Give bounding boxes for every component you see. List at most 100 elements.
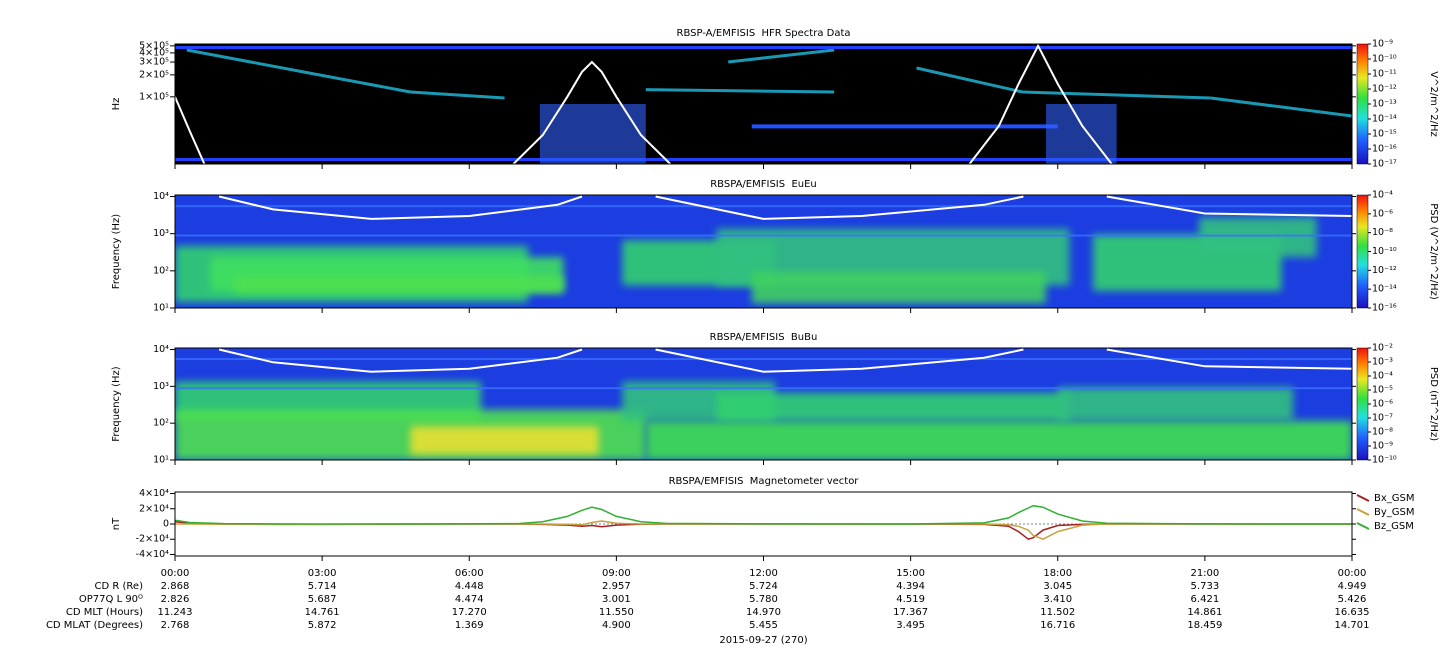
ephemeris-value: 3.495 (896, 620, 925, 631)
colorbar-label: V^2/m^2/Hz (1428, 71, 1439, 137)
colorbar-tick-label: 10⁻¹⁷ (1372, 159, 1397, 170)
legend-label: Bz_GSM (1374, 521, 1414, 532)
colorbar-tick-label: 10⁻⁹ (1372, 39, 1393, 50)
colorbar-tick-label: 10⁻⁶ (1372, 208, 1393, 219)
colorbar-tick-label: 10⁻¹⁶ (1372, 303, 1397, 314)
colorbar-tick-label: 10⁻⁶ (1372, 399, 1393, 410)
ephemeris-value: 4.474 (455, 594, 484, 605)
y-tick-label: 0 (163, 519, 169, 530)
ephemeris-value: 5.687 (308, 594, 337, 605)
ephemeris-value: 18.459 (1187, 620, 1222, 631)
ephemeris-value: 3.001 (602, 594, 631, 605)
spectrogram-band (175, 387, 1352, 390)
date-label: 2015-09-27 (270) (719, 635, 807, 646)
x-tick-label: 15:00 (896, 568, 925, 579)
panel-title: RBSPA/EMFISIS Magnetometer vector (669, 476, 860, 487)
ephemeris-value: 16.635 (1335, 607, 1370, 618)
y-axis-label: Frequency (Hz) (111, 214, 122, 290)
ephemeris-value: 11.550 (599, 607, 634, 618)
panel-title: RBSP-A/EMFISIS HFR Spectra Data (677, 28, 851, 39)
ephemeris-value: 11.502 (1040, 607, 1075, 618)
y-tick-label: 3×10⁵ (139, 57, 169, 68)
y-tick-label: 10⁴ (153, 191, 169, 202)
y-tick-label: 10³ (153, 228, 169, 239)
x-tick-label: 06:00 (455, 568, 484, 579)
ephemeris-value: 4.519 (896, 594, 925, 605)
legend-swatch (1356, 508, 1370, 516)
series-line (175, 504, 1352, 525)
ephemeris-value: 5.724 (749, 581, 778, 592)
ephemeris-label: CD MLT (Hours) (66, 607, 143, 618)
colorbar-tick-label: 10⁻¹⁰ (1372, 54, 1397, 65)
ephemeris-value: 5.780 (749, 594, 778, 605)
x-tick-label: 00:00 (161, 568, 190, 579)
y-tick-label: 10¹ (153, 303, 169, 314)
ephemeris-value: 3.410 (1043, 594, 1072, 605)
x-tick-label: 00:00 (1338, 568, 1367, 579)
spectrogram-blob (751, 271, 1046, 304)
y-tick-label: -4×10⁴ (136, 549, 170, 560)
y-tick-label: 2×10⁴ (139, 503, 169, 514)
spectrogram-trace (916, 66, 1023, 94)
colorbar-tick-label: 10⁻¹⁰ (1372, 246, 1397, 257)
ephemeris-label: CD R (Re) (95, 581, 144, 592)
ephemeris-value: 5.455 (749, 620, 778, 631)
spectrogram-trace (645, 88, 835, 94)
colorbar-label: PSD (nT^2/Hz) (1428, 367, 1439, 441)
reference-curve (175, 44, 1113, 164)
legend-swatch (1356, 494, 1370, 502)
spectrogram-band (751, 124, 1058, 129)
colorbar-tick-label: 10⁻⁸ (1372, 227, 1393, 238)
ephemeris-value: 4.448 (455, 581, 484, 592)
colorbar (1356, 347, 1369, 461)
ephemeris-value: 3.045 (1043, 581, 1072, 592)
y-tick-label: 5×10⁵ (139, 40, 169, 51)
spectrogram-trace (186, 48, 411, 94)
ephemeris-value: 5.714 (308, 581, 337, 592)
colorbar-tick-label: 10⁻⁷ (1372, 413, 1393, 424)
x-tick-label: 03:00 (308, 568, 337, 579)
panel-title: RBSPA/EMFISIS BuBu (710, 332, 818, 343)
spectrogram-blob (410, 426, 599, 455)
legend-label: By_GSM (1374, 507, 1415, 518)
ephemeris-value: 5.872 (308, 620, 337, 631)
colorbar-tick-label: 10⁻⁴ (1372, 190, 1393, 201)
spectrogram-blob (1198, 217, 1317, 258)
colorbar-tick-label: 10⁻¹⁰ (1372, 455, 1397, 466)
reference-curve (218, 195, 1352, 220)
x-tick-label: 09:00 (602, 568, 631, 579)
ephemeris-label: OP77Q L 90ᴼ (79, 594, 143, 605)
colorbar-tick-label: 10⁻² (1372, 343, 1393, 354)
y-axis-label: Frequency (Hz) (111, 366, 122, 442)
colorbar-tick-label: 10⁻¹⁴ (1372, 284, 1397, 295)
y-tick-label: 10² (153, 418, 169, 429)
ephemeris-value: 6.421 (1191, 594, 1220, 605)
ephemeris-value: 5.426 (1338, 594, 1367, 605)
spectrogram-band (175, 205, 1352, 208)
colorbar-tick-label: 10⁻⁵ (1372, 385, 1393, 396)
reference-curve (218, 348, 1352, 373)
spectrogram-image (175, 348, 1352, 460)
spectrogram-blob (716, 392, 1070, 421)
y-tick-label: 10⁴ (153, 344, 169, 355)
ephemeris-value: 16.716 (1040, 620, 1075, 631)
ephemeris-value: 1.369 (455, 620, 484, 631)
y-axis-label: Hz (111, 98, 122, 111)
y-tick-label: 4×10⁵ (139, 47, 169, 58)
x-tick-label: 21:00 (1190, 568, 1219, 579)
ephemeris-value: 17.367 (893, 607, 928, 618)
ephemeris-value: 4.900 (602, 620, 631, 631)
y-axis-label: nT (111, 517, 122, 530)
y-tick-label: 10³ (153, 381, 169, 392)
spectrogram-trace (1022, 90, 1211, 100)
y-tick-label: 2×10⁵ (139, 69, 169, 80)
ephemeris-value: 4.394 (896, 581, 925, 592)
spectrogram-band (175, 358, 1352, 361)
ephemeris-value: 14.701 (1335, 620, 1370, 631)
colorbar-tick-label: 10⁻⁹ (1372, 441, 1393, 452)
spectrogram-band (175, 158, 1352, 161)
colorbar-tick-label: 10⁻³ (1372, 357, 1393, 368)
legend-label: Bx_GSM (1374, 493, 1415, 504)
colorbar-tick-label: 10⁻¹⁴ (1372, 114, 1397, 125)
